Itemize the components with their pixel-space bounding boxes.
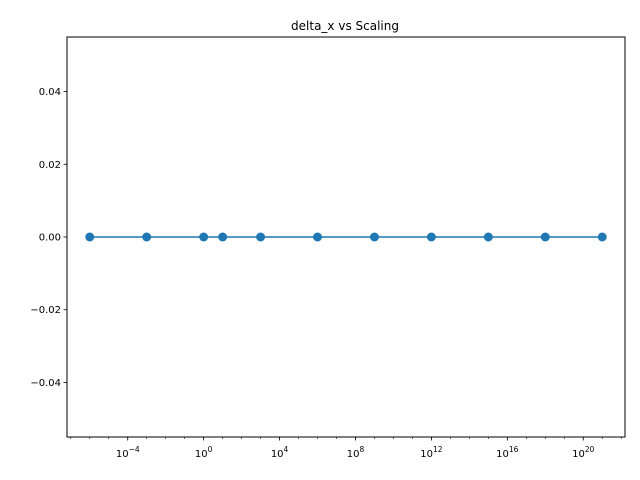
data-point (142, 232, 152, 242)
series-group (85, 232, 607, 242)
y-tick-label: 0.02 (39, 160, 61, 171)
x-tick-base: 10 (116, 449, 129, 460)
data-point (540, 232, 550, 242)
data-point (256, 232, 266, 242)
x-tick-base: 10 (496, 449, 509, 460)
y-tick-label: −0.04 (30, 378, 61, 389)
x-tick-base: 10 (195, 449, 208, 460)
x-tick-exponent: 16 (509, 445, 519, 454)
x-tick-label: 100 (195, 445, 213, 460)
plot-frame (66, 36, 626, 438)
x-tick-label: 1020 (572, 445, 595, 460)
data-point (85, 232, 95, 242)
data-point (218, 232, 228, 242)
x-tick-label: 108 (347, 445, 365, 460)
x-tick-label: 1012 (420, 445, 443, 460)
x-tick-base: 10 (271, 449, 284, 460)
x-tick-exponent: 12 (433, 445, 443, 454)
x-tick-base: 10 (572, 449, 585, 460)
data-point (313, 232, 323, 242)
x-tick-base: 10 (347, 449, 360, 460)
chart-title: delta_x vs Scaling (291, 19, 399, 33)
data-point (199, 232, 209, 242)
data-point (597, 232, 607, 242)
x-tick-base: 10 (420, 449, 433, 460)
x-tick-label: 10−4 (116, 445, 140, 460)
data-point (426, 232, 436, 242)
y-axis: −0.04 −0.02 0.00 0.02 0.04 (30, 87, 67, 389)
data-point (483, 232, 493, 242)
x-tick-exponent: 4 (284, 445, 289, 454)
x-tick-exponent: 20 (585, 445, 595, 454)
x-tick-label: 1016 (496, 445, 519, 460)
x-tick-label: 104 (271, 445, 289, 460)
x-tick-exponent: 8 (359, 445, 364, 454)
y-tick-label: 0.00 (39, 233, 61, 244)
x-tick-exponent: −4 (129, 445, 140, 454)
y-tick-label: 0.04 (39, 87, 61, 98)
x-tick-exponent: 0 (208, 445, 213, 454)
y-tick-label: −0.02 (30, 305, 61, 316)
data-point (369, 232, 379, 242)
x-axis: 10−4 100 104 108 1012 1016 1020 (70, 437, 622, 460)
